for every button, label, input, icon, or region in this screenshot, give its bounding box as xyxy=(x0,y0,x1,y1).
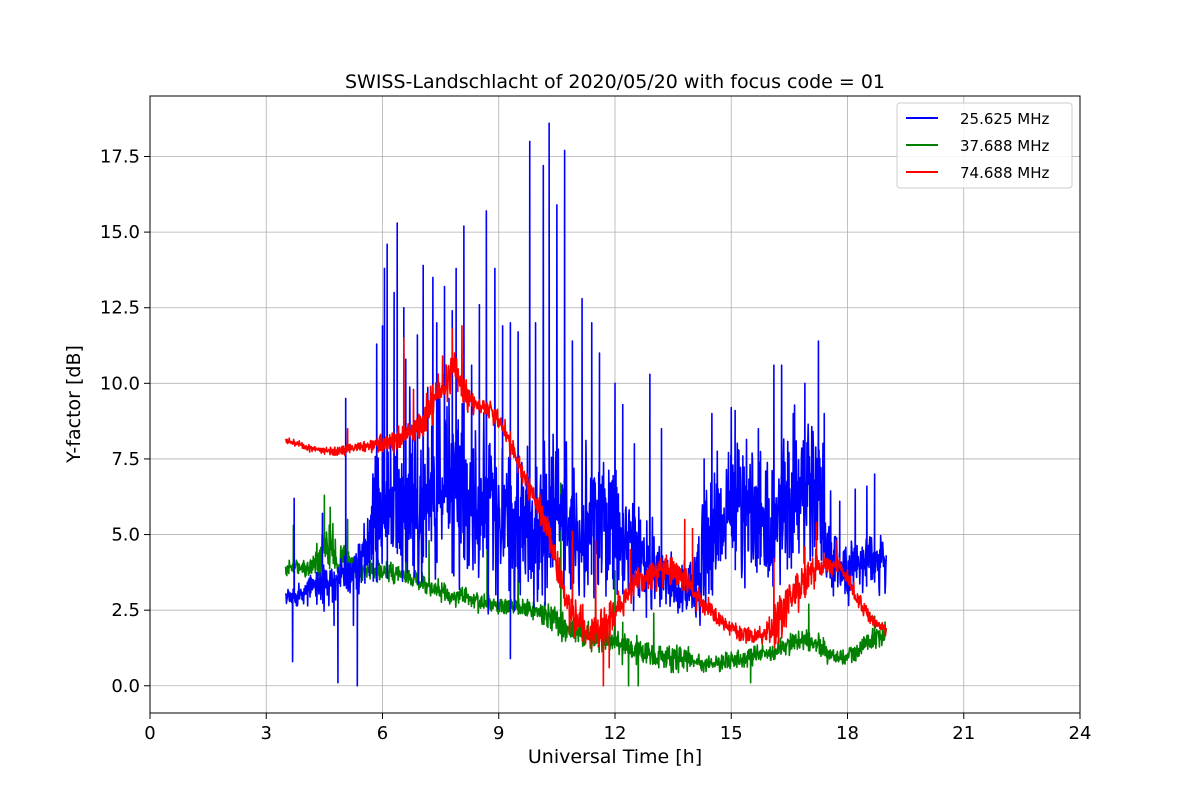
legend: 25.625 MHz 37.688 MHz 74.688 MHz xyxy=(896,102,1073,189)
series-layer xyxy=(284,122,888,687)
x-tick-label: 21 xyxy=(952,723,975,744)
legend-label-series-1: 37.688 MHz xyxy=(960,137,1049,155)
x-tick-label: 18 xyxy=(836,723,859,744)
axis-ticks: 0 3 6 9 12 15 18 21 24 0.0 2.5 5.0 7.5 10.0 12.5 15.0 17… xyxy=(100,146,1092,744)
series-line-2 xyxy=(284,325,888,687)
y-axis-label: Y-factor [dB] xyxy=(63,345,85,464)
y-tick-label: 15.0 xyxy=(100,222,140,243)
chart-title: SWISS-Landschlacht of 2020/05/20 with fo… xyxy=(345,71,885,93)
y-tick-label: 7.5 xyxy=(111,449,140,470)
y-tick-label: 17.5 xyxy=(100,146,140,167)
x-tick-label: 9 xyxy=(493,723,504,744)
x-tick-label: 3 xyxy=(261,723,272,744)
x-tick-label: 12 xyxy=(604,723,627,744)
series-line-0 xyxy=(284,122,888,687)
x-tick-label: 24 xyxy=(1069,723,1092,744)
x-tick-label: 6 xyxy=(377,723,388,744)
x-tick-label: 0 xyxy=(144,723,155,744)
legend-label-series-0: 25.625 MHz xyxy=(960,110,1049,128)
y-tick-label: 10.0 xyxy=(100,373,140,394)
y-tick-label: 2.5 xyxy=(111,600,140,621)
legend-label-series-2: 74.688 MHz xyxy=(960,164,1049,182)
x-tick-label: 15 xyxy=(720,723,743,744)
y-tick-label: 5.0 xyxy=(111,525,140,546)
y-tick-label: 12.5 xyxy=(100,298,140,319)
y-tick-label: 0.0 xyxy=(111,676,140,697)
x-axis-label: Universal Time [h] xyxy=(528,746,702,768)
legend-box xyxy=(896,102,1073,189)
